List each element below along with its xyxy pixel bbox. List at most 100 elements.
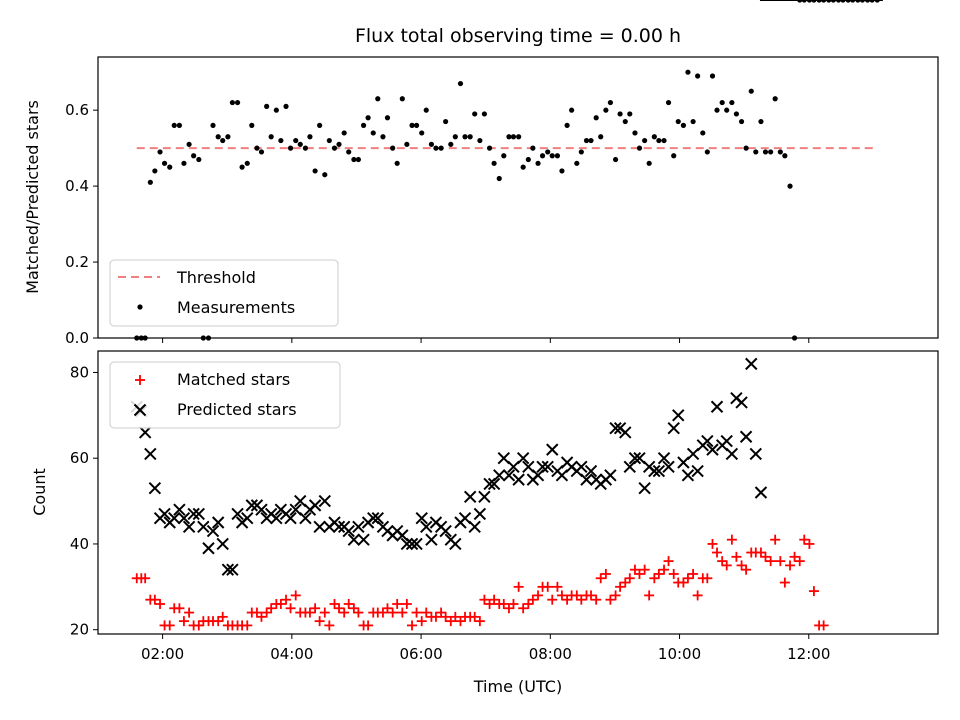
predicted-stars-point-b xyxy=(619,426,632,439)
matched-stars-point xyxy=(416,616,427,627)
predicted-stars-point xyxy=(270,512,283,525)
predicted-stars-point xyxy=(604,469,617,482)
predicted-stars-point xyxy=(177,512,191,525)
measurements-point xyxy=(762,149,769,155)
measurements-point xyxy=(782,153,788,159)
measurements-point xyxy=(506,134,512,140)
predicted-stars-point xyxy=(745,357,758,371)
matched-stars-point xyxy=(334,603,345,614)
predicted-stars-point-b xyxy=(493,469,506,482)
predicted-stars-point-b xyxy=(177,512,191,525)
matched-stars-point xyxy=(668,568,679,579)
matched-stars-point xyxy=(818,620,829,631)
matched-stars-point xyxy=(392,598,403,609)
predicted-stars-point xyxy=(439,524,452,538)
matched-stars-point xyxy=(527,594,538,605)
predicted-stars-point xyxy=(255,503,268,516)
ratio-plot-frame xyxy=(97,56,939,339)
predicted-stars-point xyxy=(400,537,414,551)
predicted-stars-point xyxy=(318,494,332,508)
predicted-stars-point-b xyxy=(231,507,244,521)
measurements-point xyxy=(225,134,231,140)
matched-stars-point xyxy=(261,607,272,618)
predicted-stars-point-b xyxy=(735,396,748,409)
matched-stars-point xyxy=(484,598,495,609)
matched-stars-point xyxy=(178,616,189,627)
predicted-stars-point-b xyxy=(197,520,210,534)
measurements-point xyxy=(598,134,604,140)
measurements-point xyxy=(642,137,648,144)
predicted-stars-point xyxy=(192,507,206,521)
measurements-point xyxy=(336,141,342,147)
y-tick-label: 20 xyxy=(70,621,89,639)
predicted-stars-point xyxy=(415,512,428,525)
measurements-point xyxy=(574,160,580,166)
measurements-point xyxy=(772,96,778,102)
predicted-stars-point xyxy=(580,473,593,486)
predicted-stars-point xyxy=(216,537,229,551)
predicted-stars-point-b xyxy=(681,469,695,482)
measurements-point xyxy=(612,156,619,163)
measurements-point xyxy=(680,122,687,128)
measurements-point xyxy=(390,145,396,151)
matched-stars-point xyxy=(678,577,689,588)
measurements-point xyxy=(665,99,672,106)
predicted-stars-point-b xyxy=(458,512,472,525)
matched-stars-point xyxy=(290,590,301,601)
matched-stars-point xyxy=(663,556,674,567)
predicted-stars-point-b xyxy=(487,477,501,491)
predicted-stars-point xyxy=(449,537,462,551)
predicted-stars-point-b xyxy=(638,482,651,495)
y-tick-label: 0.2 xyxy=(65,253,89,271)
predicted-stars-point-b xyxy=(667,421,680,435)
measurements-point xyxy=(516,134,522,140)
predicted-stars-point xyxy=(487,477,501,491)
predicted-stars-point xyxy=(420,520,433,534)
measurements-point xyxy=(564,122,570,128)
predicted-stars-point-b xyxy=(749,447,762,461)
measurements-point xyxy=(787,183,793,189)
predicted-stars-point xyxy=(371,512,384,525)
predicted-stars-point-b xyxy=(584,464,598,478)
predicted-stars-point-b xyxy=(648,464,661,478)
measurements-point xyxy=(409,122,415,128)
legend-measurements-swatch xyxy=(137,304,143,310)
measurements-point xyxy=(210,122,216,128)
predicted-stars-point xyxy=(468,520,481,534)
predicted-stars-point xyxy=(187,507,200,521)
measurements-point xyxy=(554,153,561,159)
measurements-point xyxy=(738,118,745,125)
matched-stars-point xyxy=(266,603,277,614)
predicted-stars-point xyxy=(619,426,632,439)
matched-stars-point xyxy=(799,534,810,545)
predicted-stars-point xyxy=(241,512,254,525)
predicted-stars-point-b xyxy=(580,473,593,486)
predicted-stars-point xyxy=(308,499,322,512)
measurements-point xyxy=(273,107,279,113)
matched-stars-point xyxy=(256,611,267,622)
predicted-stars-point-b xyxy=(415,512,428,525)
predicted-stars-point xyxy=(148,482,162,495)
measurements-point xyxy=(317,122,323,128)
measurements-point xyxy=(520,164,526,170)
predicted-stars-point xyxy=(226,563,239,576)
predicted-stars-point-b xyxy=(473,507,487,521)
measurements-point xyxy=(438,145,444,151)
predicted-stars-point xyxy=(575,460,588,473)
predicted-stars-point xyxy=(667,421,680,435)
predicted-stars-point xyxy=(168,512,181,525)
measurements-point xyxy=(593,115,599,121)
measurements-point xyxy=(622,118,628,125)
predicted-stars-point-b xyxy=(546,443,559,456)
legend-matched-label: Matched stars xyxy=(177,370,290,389)
matched-stars-point xyxy=(600,568,611,579)
matched-stars-point xyxy=(407,620,418,631)
predicted-stars-point xyxy=(211,516,225,529)
measurements-point xyxy=(268,134,274,140)
matched-stars-point xyxy=(731,551,742,562)
measurements-point xyxy=(326,137,332,144)
predicted-stars-point-b xyxy=(604,469,617,482)
legend-predicted-label: Predicted stars xyxy=(177,400,297,419)
